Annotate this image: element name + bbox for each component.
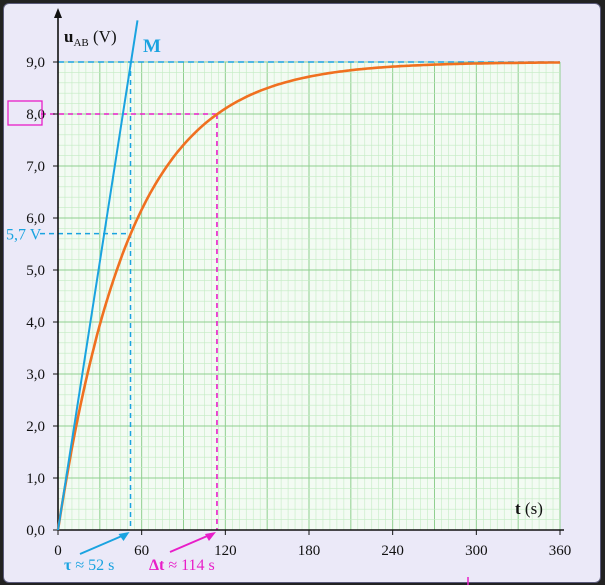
tau-arrow	[79, 533, 127, 555]
x-tick-label: 60	[134, 543, 149, 559]
x-axis-label: t (s)	[515, 499, 543, 518]
x-axis-unit: (s)	[521, 499, 543, 518]
x-tick-label: 240	[381, 543, 404, 559]
dt-arrow	[169, 533, 213, 553]
x-tick-label: 0	[54, 543, 62, 559]
y-tick-label: 6,0	[26, 211, 45, 227]
grid	[57, 61, 561, 531]
y-axis-unit: (V)	[89, 27, 117, 46]
point-m-label: M	[143, 36, 161, 57]
y-axis-label: uAB (V)	[64, 27, 117, 49]
tangent-line	[57, 20, 139, 531]
y-tick-label: 9,0	[26, 55, 45, 71]
tau-label: τ ≈ 52 s	[64, 557, 114, 574]
y-tick-label: 3,0	[26, 367, 45, 383]
x-tick-label: 360	[549, 543, 572, 559]
y-tick-label: 5,0	[26, 263, 45, 279]
charge-curve	[56, 61, 560, 531]
dt-value: ≈ 114 s	[164, 557, 214, 574]
dt-arrowhead	[204, 532, 216, 541]
y-axis-arrow	[54, 8, 62, 18]
y-tick-label: 2,0	[26, 419, 45, 435]
x-tick-label: 180	[298, 543, 321, 559]
reference-lines	[40, 61, 560, 530]
x-tick-label: 300	[465, 543, 488, 559]
y-axis-sub: AB	[73, 37, 88, 49]
tau-level-label: 5,7 V	[6, 227, 42, 244]
tau-symbol: τ	[64, 557, 72, 574]
y-axis-var: u	[64, 27, 73, 46]
y-tick-label: 1,0	[26, 471, 45, 487]
dt-label: Δt ≈ 114 s	[149, 557, 215, 574]
axes: 0,0 1,0 2,0 3,0 4,0 5,0 6,0 7,0 8,0 9,0 0 60 120 180 2…	[26, 8, 571, 559]
y-tick-label: 7,0	[26, 159, 45, 175]
series-layer	[56, 20, 560, 531]
y-tick-label: 0,0	[26, 523, 45, 539]
labels-layer: uAB (V) t (s) M 5,7 V τ ≈ 52 s Δt ≈ 114 s	[6, 27, 543, 585]
dt-symbol: Δt	[149, 557, 165, 574]
y-tick-label: 4,0	[26, 315, 45, 331]
y-tick-label: 8,0	[26, 107, 45, 123]
tau-value: ≈ 52 s	[71, 557, 114, 574]
dt-level-box	[7, 100, 43, 126]
x-axis-var: t	[515, 499, 521, 518]
tau-arrowhead	[118, 532, 130, 541]
x-tick-label: 120	[214, 543, 237, 559]
